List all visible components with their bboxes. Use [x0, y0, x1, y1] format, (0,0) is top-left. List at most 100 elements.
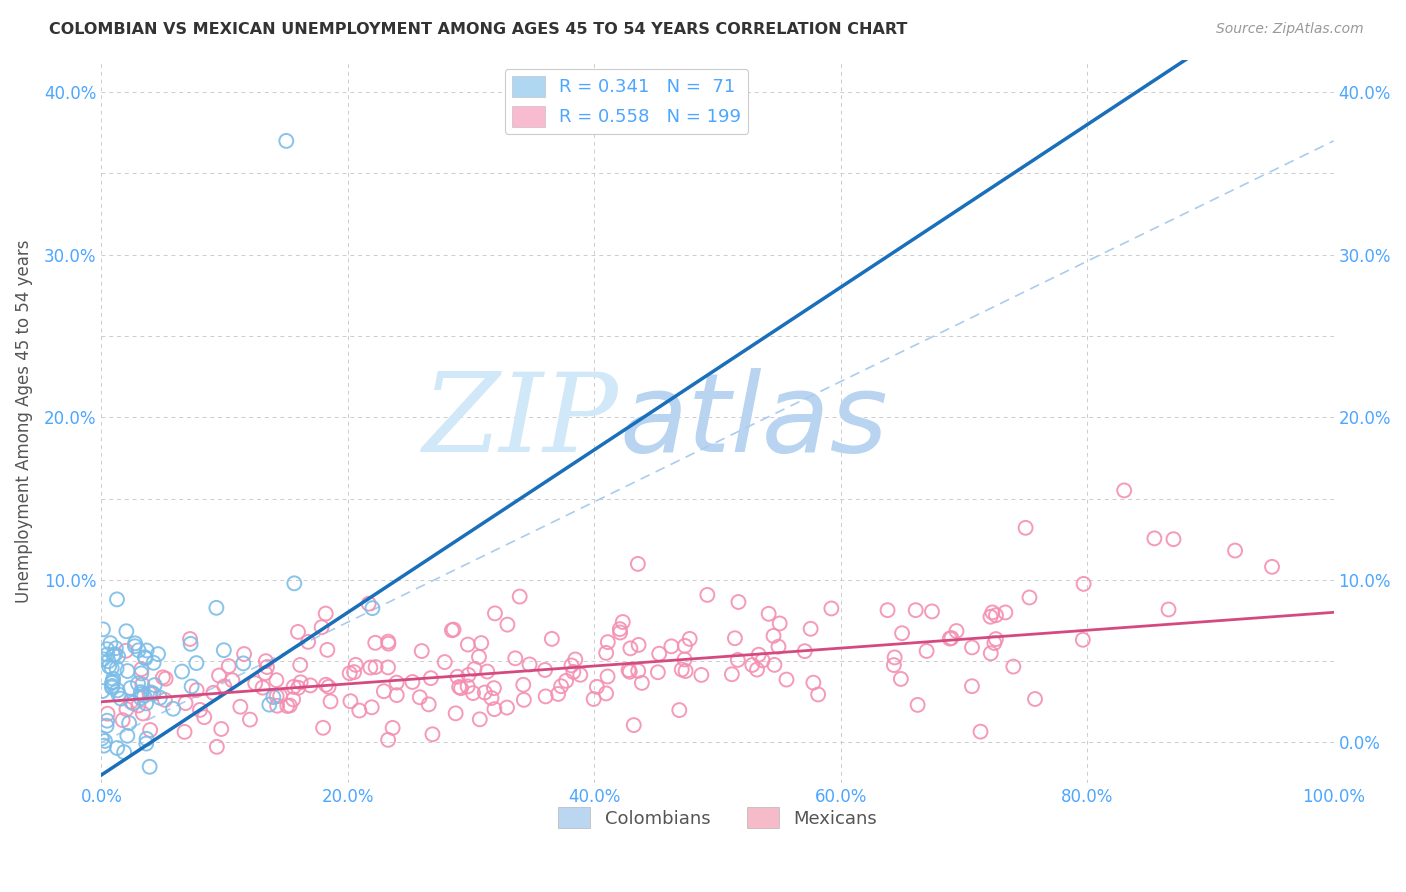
Point [128, 643, 150, 657]
Point [318, 680, 340, 694]
Point [534, 690, 557, 704]
Point [179, 632, 201, 646]
Point [377, 637, 399, 651]
Point [474, 685, 496, 699]
Point [101, 679, 124, 693]
Point [105, 592, 128, 607]
Point [135, 731, 157, 746]
Point [891, 626, 914, 640]
Point [266, 673, 288, 688]
Point [377, 660, 399, 674]
Point [96, 706, 118, 721]
Point [679, 632, 702, 646]
Point [994, 606, 1017, 620]
Point [360, 700, 382, 714]
Point [193, 710, 215, 724]
Point [134, 651, 156, 665]
Point [205, 600, 228, 615]
Point [496, 617, 519, 632]
Point [627, 557, 650, 571]
Point [276, 134, 298, 148]
Point [596, 669, 619, 683]
Point [422, 727, 444, 741]
Point [550, 679, 572, 693]
Point [364, 636, 387, 650]
Point [596, 635, 619, 649]
Point [127, 698, 149, 713]
Point [202, 686, 225, 700]
Point [627, 664, 650, 678]
Point [547, 687, 569, 701]
Point [675, 664, 697, 678]
Point [468, 712, 491, 726]
Point [586, 680, 609, 694]
Point [117, 729, 139, 743]
Point [339, 694, 361, 708]
Text: ZIP: ZIP [423, 368, 619, 475]
Point [349, 704, 371, 718]
Point [876, 603, 898, 617]
Point [229, 699, 252, 714]
Point [820, 601, 842, 615]
Text: atlas: atlas [619, 368, 887, 475]
Point [153, 693, 176, 707]
Point [457, 668, 479, 682]
Point [98, 659, 121, 673]
Point [186, 683, 208, 698]
Point [484, 607, 506, 621]
Point [209, 722, 232, 736]
Point [631, 676, 654, 690]
Point [138, 760, 160, 774]
Point [724, 632, 747, 646]
Point [1071, 632, 1094, 647]
Point [239, 713, 262, 727]
Point [357, 597, 380, 611]
Point [97, 654, 120, 668]
Point [129, 666, 152, 681]
Point [319, 694, 342, 708]
Point [180, 680, 202, 694]
Point [91, 684, 114, 698]
Point [1073, 577, 1095, 591]
Point [883, 650, 905, 665]
Point [623, 718, 645, 732]
Point [143, 678, 166, 692]
Point [232, 657, 254, 671]
Point [801, 675, 824, 690]
Point [101, 672, 124, 686]
Point [619, 641, 641, 656]
Point [595, 686, 617, 700]
Point [984, 632, 1007, 646]
Point [359, 660, 381, 674]
Point [983, 636, 1005, 650]
Point [1157, 602, 1180, 616]
Text: COLOMBIAN VS MEXICAN UNEMPLOYMENT AMONG AGES 45 TO 54 YEARS CORRELATION CHART: COLOMBIAN VS MEXICAN UNEMPLOYMENT AMONG … [49, 22, 908, 37]
Point [560, 658, 582, 673]
Point [259, 698, 281, 712]
Point [243, 676, 266, 690]
Point [343, 665, 366, 679]
Point [748, 648, 770, 662]
Point [104, 641, 127, 656]
Point [110, 691, 132, 706]
Point [1002, 659, 1025, 673]
Point [312, 721, 335, 735]
Point [100, 636, 122, 650]
Point [562, 665, 585, 679]
Point [470, 636, 492, 650]
Point [907, 698, 929, 712]
Point [107, 688, 129, 702]
Point [139, 685, 162, 699]
Point [945, 624, 967, 638]
Point [477, 665, 499, 679]
Point [135, 737, 157, 751]
Point [254, 666, 277, 681]
Point [564, 652, 586, 666]
Point [979, 609, 1001, 624]
Point [981, 606, 1004, 620]
Point [278, 698, 301, 713]
Point [721, 667, 744, 681]
Point [287, 681, 309, 695]
Point [612, 615, 634, 629]
Point [793, 644, 815, 658]
